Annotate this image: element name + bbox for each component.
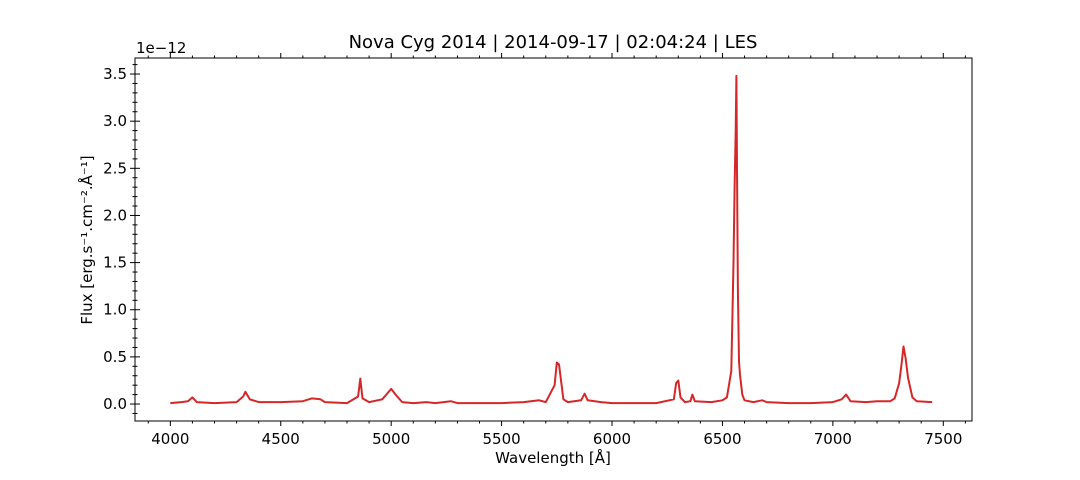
x-axis-label: Wavelength [Å] [495,448,611,467]
y-offset-label: 1e−12 [136,39,186,57]
y-tick-label: 0.0 [103,395,127,413]
x-tick-label: 6500 [703,430,741,448]
x-tick-label: 7000 [814,430,852,448]
y-tick-label: 1.0 [103,301,127,319]
y-tick-label: 2.5 [103,159,127,177]
spectrum-line [170,74,933,405]
y-tick-label: 3.5 [103,65,127,83]
y-tick-label: 2.0 [103,206,127,224]
chart-title: Nova Cyg 2014 | 2014-09-17 | 02:04:24 | … [349,32,758,53]
y-tick-label: 3.0 [103,112,127,130]
plot-area: 4000 4500 5000 5500 6000 6500 7000 7500 0.0 0.5 1.… [103,53,973,448]
x-tick-label: 4500 [262,430,300,448]
x-tick-label: 5000 [372,430,410,448]
y-tick-label: 1.5 [103,254,127,272]
y-tick-label: 0.5 [103,348,127,366]
x-tick-label: 6000 [593,430,631,448]
x-tick-label: 5500 [483,430,521,448]
x-tick-label: 4000 [151,430,189,448]
y-axis-label: Flux [erg.s⁻¹.cm⁻².Å⁻¹] [77,155,96,324]
plot-frame [134,57,973,422]
x-tick-label: 7500 [924,430,962,448]
